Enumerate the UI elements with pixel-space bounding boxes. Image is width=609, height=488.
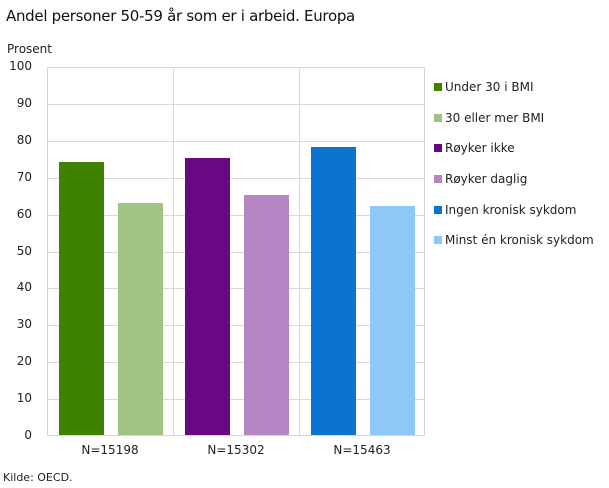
- y-tick-label: 50: [16, 243, 32, 258]
- x-tick-label: N=15463: [333, 443, 391, 457]
- y-tick-label: 60: [16, 206, 32, 221]
- legend-label: Minst én kronisk sykdom: [445, 233, 594, 248]
- y-tick-label: 80: [16, 132, 32, 147]
- category-separator: [299, 67, 300, 435]
- x-tick-label: N=15198: [81, 443, 139, 457]
- bar-r-yker-ikke: [185, 158, 230, 435]
- y-tick-label: 90: [16, 95, 32, 110]
- y-tick-label: 20: [16, 354, 32, 369]
- bar-30-eller-mer-bmi: [118, 202, 163, 435]
- gridline: [48, 288, 424, 290]
- legend-item[interactable]: Røyker daglig: [434, 164, 594, 195]
- plot-area: [47, 67, 425, 436]
- bar-minst-n-kronisk-sykdom: [370, 206, 415, 435]
- legend-label: Ingen kronisk sykdom: [445, 202, 577, 217]
- gridline: [48, 362, 424, 364]
- bar-r-yker-daglig: [244, 195, 289, 435]
- bar-under-30-i-bmi: [59, 161, 104, 435]
- legend-label: Røyker daglig: [445, 172, 528, 187]
- legend-label: Røyker ikke: [445, 141, 515, 156]
- source-note: Kilde: OECD.: [3, 471, 73, 484]
- gridline: [48, 177, 424, 179]
- legend-label: 30 eller mer BMI: [445, 110, 545, 125]
- gridline: [48, 251, 424, 253]
- gridline: [48, 67, 424, 68]
- category-separator: [173, 67, 174, 435]
- bar-ingen-kronisk-sykdom: [311, 147, 356, 435]
- gridline: [48, 140, 424, 142]
- x-tick-label: N=15302: [207, 443, 265, 457]
- y-tick-label: 0: [24, 428, 32, 442]
- gridline: [48, 103, 424, 105]
- legend-item[interactable]: Røyker ikke: [434, 133, 594, 164]
- legend-item[interactable]: Under 30 i BMI: [434, 72, 594, 103]
- y-tick-label: 100: [9, 59, 32, 73]
- legend-swatch-icon: [434, 113, 442, 122]
- y-tick-label: 30: [16, 317, 32, 332]
- gridline: [48, 325, 424, 327]
- legend-item[interactable]: Ingen kronisk sykdom: [434, 194, 594, 225]
- chart-title: Andel personer 50-59 år som er i arbeid.…: [6, 7, 355, 25]
- gridline: [48, 399, 424, 401]
- y-tick-label: 40: [16, 280, 32, 295]
- y-tick-label: 10: [16, 391, 32, 406]
- legend-swatch-icon: [434, 236, 442, 245]
- gridline: [48, 214, 424, 216]
- legend-swatch-icon: [434, 205, 442, 214]
- legend-item[interactable]: 30 eller mer BMI: [434, 103, 594, 134]
- legend-swatch-icon: [434, 83, 442, 92]
- legend-swatch-icon: [434, 175, 442, 184]
- legend: Under 30 i BMI 30 eller mer BMI Røyker ikk…: [434, 72, 594, 256]
- legend-item[interactable]: Minst én kronisk sykdom: [434, 225, 594, 256]
- y-axis-label: Prosent: [7, 42, 52, 56]
- legend-label: Under 30 i BMI: [445, 80, 534, 95]
- legend-swatch-icon: [434, 144, 442, 153]
- y-tick-label: 70: [16, 169, 32, 184]
